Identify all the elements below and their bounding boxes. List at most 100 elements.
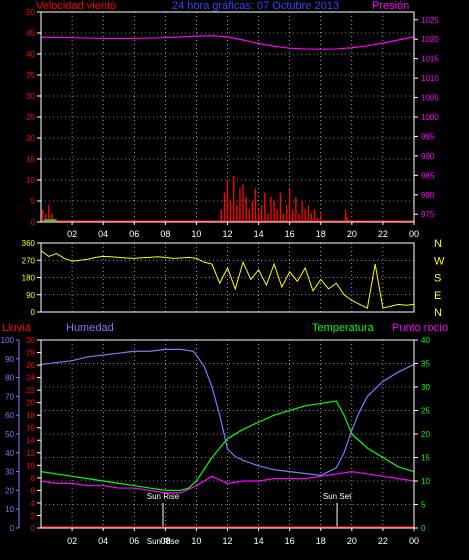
rain-tick-label: 8 (31, 474, 36, 483)
wind-tick-label: 25 (26, 113, 35, 122)
wind-tick-label: 15 (26, 155, 35, 164)
humidity-tick-label: 0 (10, 524, 15, 533)
wind-tick-label: 0 (31, 218, 36, 227)
x-tick-label: 00 (409, 536, 419, 546)
pressure-tick-label: 975 (421, 210, 435, 219)
pressure-line (40, 35, 415, 50)
x-tick-label: 06 (129, 229, 139, 239)
x-tick-label: 18 (316, 229, 326, 239)
x-tick-label: 08 (160, 229, 170, 239)
x-tick-label: 12 (222, 536, 232, 546)
humidity-tick-label: 60 (5, 411, 14, 420)
pressure-tick-label: 1025 (421, 16, 439, 25)
x-tick-label: 10 (191, 536, 201, 546)
pressure-tick-label: 985 (421, 171, 435, 180)
x-tick-label: 12 (222, 229, 232, 239)
x-tick-label: 06 (129, 536, 139, 546)
temperature-tick-label: 40 (421, 336, 430, 345)
temperature-tick-label: 15 (421, 454, 430, 463)
pressure-tick-label: 1015 (421, 55, 439, 64)
wind-tick-label: 5 (31, 197, 36, 206)
temperature-tick-label: 5 (421, 501, 426, 510)
wind-pressure-panel: 0510152025303540455097598098599099510001… (26, 8, 439, 239)
direction-tick-label: 360 (22, 239, 36, 248)
rain-label: Lluvia (2, 322, 32, 334)
rain-tick-label: 2 (31, 511, 36, 520)
pressure-label: Presión (372, 0, 409, 12)
rain-tick-label: 28 (26, 349, 35, 358)
x-tick-label: 04 (98, 536, 108, 546)
temperature-label: Temperatura (312, 322, 375, 334)
wind-tick-label: 50 (26, 8, 35, 17)
chart-title: 24 hora gráficas: 07 Octubre 2013 (172, 0, 339, 12)
rain-tick-label: 16 (26, 424, 35, 433)
humidity-tick-label: 90 (5, 355, 14, 364)
humidity-tick-label: 100 (1, 336, 15, 345)
wind-speed-label: Velocidad viento (36, 0, 116, 12)
wind-tick-label: 20 (26, 134, 35, 143)
humidity-tick-label: 80 (5, 374, 14, 383)
sun-marker-label: Sun Rise (147, 492, 180, 501)
pressure-tick-label: 1005 (421, 94, 439, 103)
x-tick-label: 14 (254, 536, 264, 546)
panel-frame (40, 242, 415, 313)
dewpoint-label: Punto rocío (392, 322, 448, 334)
rain-tick-label: 30 (26, 336, 35, 345)
humidity-temperature-panel: 0510152025303540010203040506070809010002… (1, 336, 431, 546)
compass-label: N (434, 238, 442, 250)
rain-tick-label: 12 (26, 449, 35, 458)
pressure-tick-label: 1010 (421, 74, 439, 83)
rain-tick-label: 22 (26, 386, 35, 395)
pressure-tick-label: 1000 (421, 113, 439, 122)
compass-label: W (434, 255, 445, 267)
rain-tick-label: 14 (26, 436, 35, 445)
temperature-tick-label: 25 (421, 407, 430, 416)
temperature-tick-label: 10 (421, 477, 430, 486)
rain-tick-label: 10 (26, 461, 35, 470)
rain-tick-label: 26 (26, 361, 35, 370)
temperature-line (40, 400, 415, 491)
x-tick-label: 20 (347, 536, 357, 546)
x-tick-label: 18 (316, 536, 326, 546)
compass-label: N (434, 307, 442, 319)
humidity-tick-label: 20 (5, 486, 14, 495)
x-tick-label: 16 (285, 536, 295, 546)
humidity-tick-label: 30 (5, 468, 14, 477)
x-tick-label: 02 (67, 229, 77, 239)
x-tick-label: 02 (67, 536, 77, 546)
sun-rise-bottom-label: Sun Rise (147, 537, 180, 546)
x-tick-label: 10 (191, 229, 201, 239)
x-tick-label: 16 (285, 229, 295, 239)
pressure-tick-label: 1020 (421, 35, 439, 44)
pressure-tick-label: 995 (421, 132, 435, 141)
humidity-label: Humedad (66, 322, 114, 334)
rain-tick-label: 20 (26, 399, 35, 408)
x-tick-label: 14 (254, 229, 264, 239)
temperature-tick-label: 30 (421, 383, 430, 392)
temperature-tick-label: 20 (421, 430, 430, 439)
rain-tick-label: 24 (26, 374, 35, 383)
wind-tick-label: 10 (26, 176, 35, 185)
x-tick-label: 04 (98, 229, 108, 239)
rain-tick-label: 18 (26, 411, 35, 420)
temperature-tick-label: 0 (421, 524, 426, 533)
direction-line (40, 250, 415, 309)
pressure-tick-label: 980 (421, 191, 435, 200)
direction-tick-label: 0 (31, 308, 36, 317)
humidity-tick-label: 70 (5, 392, 14, 401)
wind-tick-label: 45 (26, 29, 35, 38)
x-tick-label: 00 (409, 229, 419, 239)
compass-label: S (434, 273, 441, 285)
direction-tick-label: 180 (22, 274, 36, 283)
humidity-tick-label: 40 (5, 449, 14, 458)
x-tick-label: 22 (378, 229, 388, 239)
wind-tick-label: 40 (26, 50, 35, 59)
sun-marker-label: Sun Set (323, 492, 352, 501)
pressure-tick-label: 990 (421, 152, 435, 161)
humidity-line (40, 348, 415, 476)
humidity-tick-label: 50 (5, 430, 14, 439)
rain-tick-label: 6 (31, 486, 36, 495)
